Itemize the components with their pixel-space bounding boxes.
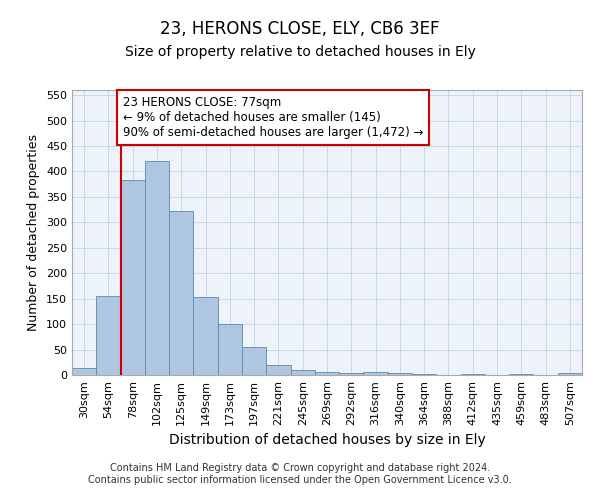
- Bar: [96, 296, 121, 375]
- Bar: [193, 297, 218, 375]
- Bar: [315, 372, 339, 375]
- Text: 23 HERONS CLOSE: 77sqm
← 9% of detached houses are smaller (145)
90% of semi-det: 23 HERONS CLOSE: 77sqm ← 9% of detached …: [123, 96, 424, 139]
- Bar: [145, 161, 169, 375]
- Bar: [461, 374, 485, 375]
- Bar: [364, 372, 388, 375]
- X-axis label: Distribution of detached houses by size in Ely: Distribution of detached houses by size …: [169, 434, 485, 448]
- Bar: [558, 374, 582, 375]
- Bar: [509, 374, 533, 375]
- Bar: [72, 368, 96, 375]
- Bar: [266, 366, 290, 375]
- Y-axis label: Number of detached properties: Number of detached properties: [28, 134, 40, 331]
- Bar: [388, 374, 412, 375]
- Text: Size of property relative to detached houses in Ely: Size of property relative to detached ho…: [125, 45, 475, 59]
- Bar: [339, 374, 364, 375]
- Bar: [218, 324, 242, 375]
- Bar: [290, 370, 315, 375]
- Bar: [412, 374, 436, 375]
- Text: 23, HERONS CLOSE, ELY, CB6 3EF: 23, HERONS CLOSE, ELY, CB6 3EF: [160, 20, 440, 38]
- Bar: [169, 211, 193, 375]
- Bar: [242, 347, 266, 375]
- Text: Contains HM Land Registry data © Crown copyright and database right 2024.
Contai: Contains HM Land Registry data © Crown c…: [88, 464, 512, 485]
- Bar: [121, 180, 145, 375]
